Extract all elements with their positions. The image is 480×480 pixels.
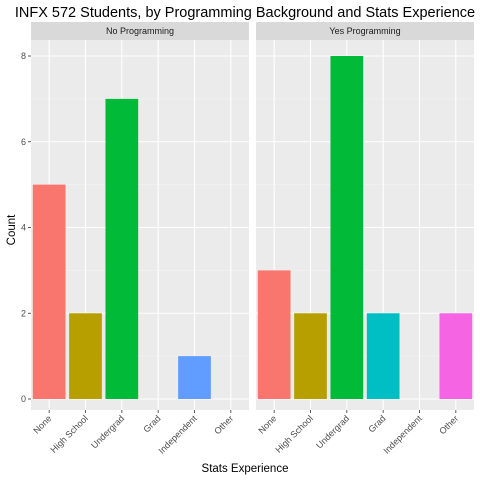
y-tick-label: 6 bbox=[21, 137, 26, 147]
y-axis-title: Count bbox=[6, 214, 18, 245]
bar-other bbox=[439, 313, 473, 399]
x-tick-label: High School bbox=[274, 413, 315, 454]
y-tick-label: 4 bbox=[21, 223, 26, 233]
bar-none bbox=[257, 270, 291, 399]
chart-title: INFX 572 Students, by Programming Backgr… bbox=[15, 5, 475, 21]
y-tick-label: 2 bbox=[21, 308, 26, 318]
y-axis: 0 2 4 6 8 bbox=[21, 51, 31, 404]
bar-independent bbox=[178, 356, 211, 399]
x-tick-label: Grad bbox=[366, 413, 387, 434]
x-tick-label: Other bbox=[437, 413, 460, 436]
bar-high-school bbox=[294, 313, 327, 399]
panel-background bbox=[256, 40, 474, 410]
x-axis-title: Stats Experience bbox=[202, 463, 289, 475]
x-tick-label: None bbox=[256, 413, 278, 435]
panel-background bbox=[31, 40, 249, 410]
x-tick-label: Other bbox=[212, 413, 235, 436]
x-tick-label: Grad bbox=[141, 413, 162, 434]
x-tick-label: Independent bbox=[381, 413, 424, 456]
bar-undergrad bbox=[105, 98, 139, 399]
bar-grad bbox=[366, 313, 400, 399]
x-tick-label: None bbox=[31, 413, 53, 435]
bar-none bbox=[32, 184, 66, 399]
bar-undergrad bbox=[330, 56, 364, 399]
x-tick-label: Undergrad bbox=[89, 413, 126, 450]
y-tick-label: 0 bbox=[21, 394, 26, 404]
x-tick-label: High School bbox=[49, 413, 90, 454]
x-tick-label: Independent bbox=[156, 413, 199, 456]
bar-high-school bbox=[69, 313, 102, 399]
facet-strip-label: Yes Programming bbox=[329, 26, 400, 36]
y-tick-label: 8 bbox=[21, 51, 26, 61]
facet-strip bbox=[256, 22, 474, 40]
facet-strip-label: No Programming bbox=[106, 26, 174, 36]
facet-strip bbox=[31, 22, 249, 40]
x-tick-label: Undergrad bbox=[314, 413, 351, 450]
